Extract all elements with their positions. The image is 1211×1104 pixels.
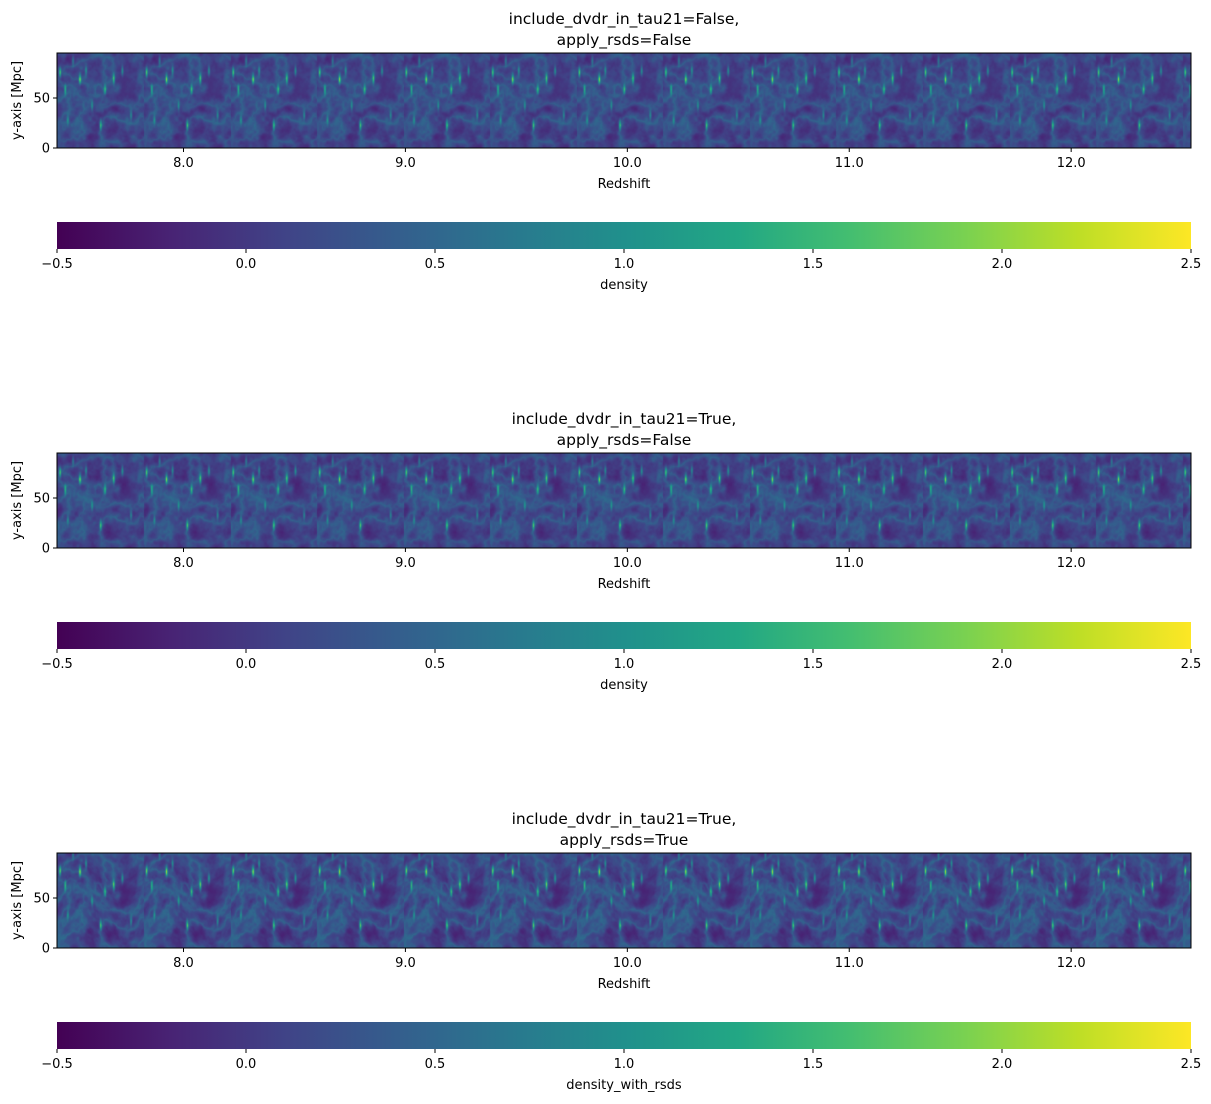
x-tick-label: 8.0 xyxy=(173,556,194,571)
colorbar-tick-label: 1.0 xyxy=(614,257,635,272)
colorbar-tick-label: 0.0 xyxy=(236,257,257,272)
x-tick-label: 9.0 xyxy=(395,156,416,171)
y-tick-label: 50 xyxy=(33,492,50,507)
y-axis-label: y-axis [Mpc] xyxy=(10,461,25,540)
y-axis-label: y-axis [Mpc] xyxy=(10,61,25,140)
colorbar-tick-label: 2.5 xyxy=(1181,1057,1202,1072)
colorbar-tick-label: 0.5 xyxy=(425,1057,446,1072)
x-tick-label: 9.0 xyxy=(395,556,416,571)
x-tick-label: 10.0 xyxy=(613,156,642,171)
x-tick-label: 10.0 xyxy=(613,956,642,971)
colorbar-tick-label: 0.5 xyxy=(425,257,446,272)
colorbar-tick-label: 1.0 xyxy=(614,657,635,672)
x-axis-label: Redshift xyxy=(598,577,651,592)
colorbar-tick-label: 2.5 xyxy=(1181,257,1202,272)
colorbar-tick-label: −0.5 xyxy=(41,1057,73,1072)
colorbar xyxy=(57,1022,1191,1049)
chart-panel-1: include_dvdr_in_tau21=False, apply_rsds=F… xyxy=(10,10,1201,293)
chart-title-line-2: apply_rsds=True xyxy=(560,831,689,850)
heatmap-image xyxy=(57,853,1191,948)
colorbar-tick-label: 1.5 xyxy=(803,657,824,672)
x-tick-label: 12.0 xyxy=(1057,956,1086,971)
chart-panel-2: include_dvdr_in_tau21=True, apply_rsds=Fa… xyxy=(10,410,1201,693)
chart-title-line-2: apply_rsds=False xyxy=(557,431,692,450)
colorbar-tick-label: 2.5 xyxy=(1181,657,1202,672)
colorbar-tick-label: 0.0 xyxy=(236,1057,257,1072)
x-axis-label: Redshift xyxy=(598,977,651,992)
x-tick-label: 12.0 xyxy=(1057,156,1086,171)
colorbar-label: density xyxy=(600,678,648,693)
colorbar-tick-label: 1.5 xyxy=(803,1057,824,1072)
y-tick-label: 0 xyxy=(42,142,50,157)
colorbar-tick-label: 2.0 xyxy=(992,657,1013,672)
plot-frame xyxy=(56,52,1192,149)
heatmap-image xyxy=(57,453,1191,548)
x-tick-label: 8.0 xyxy=(173,956,194,971)
y-tick-label: 50 xyxy=(33,892,50,907)
colorbar-label: density_with_rsds xyxy=(566,1078,682,1093)
x-tick-label: 8.0 xyxy=(173,156,194,171)
chart-panel-3: include_dvdr_in_tau21=True, apply_rsds=Tr… xyxy=(10,810,1201,1093)
x-tick-label: 12.0 xyxy=(1057,556,1086,571)
colorbar-tick-label: 0.5 xyxy=(425,657,446,672)
colorbar-tick-label: 2.0 xyxy=(992,257,1013,272)
y-tick-label: 0 xyxy=(42,942,50,957)
heatmap-image xyxy=(57,53,1191,148)
colorbar-tick-label: 2.0 xyxy=(992,1057,1013,1072)
x-tick-label: 11.0 xyxy=(835,556,864,571)
x-axis-label: Redshift xyxy=(598,177,651,192)
colorbar-tick-label: 0.0 xyxy=(236,657,257,672)
colorbar xyxy=(57,622,1191,649)
colorbar-tick-label: −0.5 xyxy=(41,657,73,672)
y-tick-label: 0 xyxy=(42,542,50,557)
plot-frame xyxy=(56,452,1192,549)
x-tick-label: 11.0 xyxy=(835,156,864,171)
colorbar-label: density xyxy=(600,278,648,293)
x-tick-label: 10.0 xyxy=(613,556,642,571)
x-tick-label: 9.0 xyxy=(395,956,416,971)
colorbar-tick-label: −0.5 xyxy=(41,257,73,272)
x-tick-label: 11.0 xyxy=(835,956,864,971)
chart-title-line-1: include_dvdr_in_tau21=True, xyxy=(512,410,737,429)
chart-title-line-2: apply_rsds=False xyxy=(557,31,692,50)
y-tick-label: 50 xyxy=(33,92,50,107)
chart-title-line-1: include_dvdr_in_tau21=True, xyxy=(512,810,737,829)
chart-title-line-1: include_dvdr_in_tau21=False, xyxy=(509,10,740,29)
y-axis-label: y-axis [Mpc] xyxy=(10,861,25,940)
colorbar-tick-label: 1.0 xyxy=(614,1057,635,1072)
colorbar-tick-label: 1.5 xyxy=(803,257,824,272)
plot-frame xyxy=(56,852,1192,949)
colorbar xyxy=(57,222,1191,249)
